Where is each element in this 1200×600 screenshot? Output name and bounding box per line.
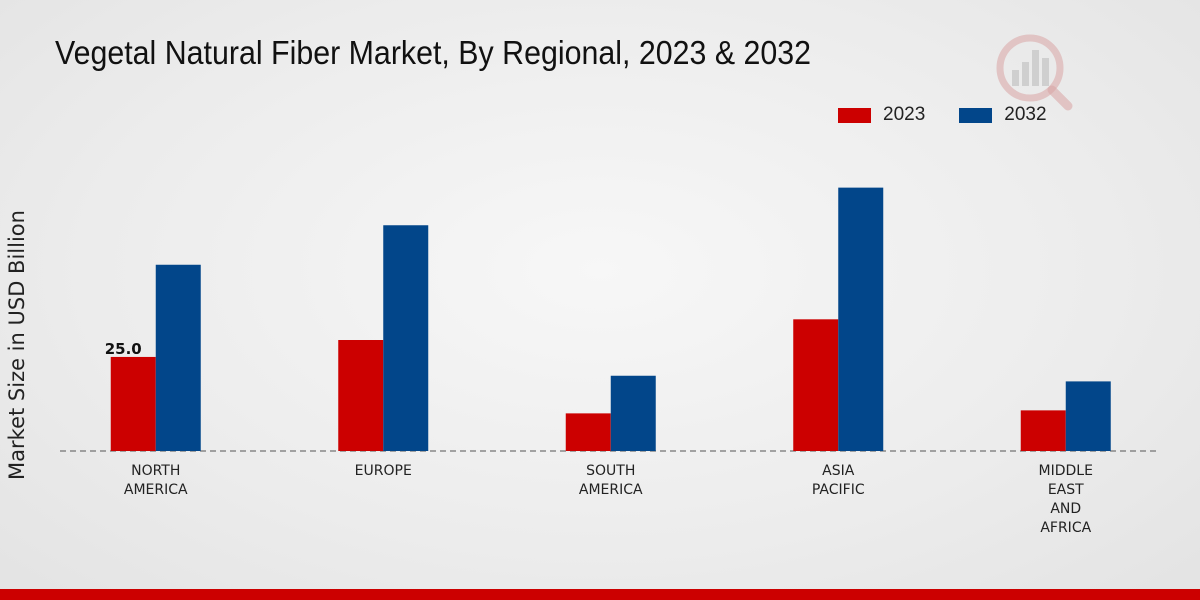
x-tick-label: ASIA PACIFIC bbox=[812, 463, 865, 498]
bar-2023-europe[interactable] bbox=[338, 340, 384, 451]
x-tick-label: SOUTH AMERICA bbox=[579, 463, 643, 498]
x-tick-label: MIDDLE EAST AND AFRICA bbox=[1039, 463, 1093, 536]
bar-2032-europe[interactable] bbox=[383, 225, 429, 451]
x-tick-label: NORTH AMERICA bbox=[124, 463, 188, 498]
bar-2032-north-america[interactable] bbox=[155, 264, 201, 451]
chart-title: Vegetal Natural Fiber Market, By Regiona… bbox=[55, 34, 812, 71]
bar-2032-middle-east-and-africa[interactable] bbox=[1065, 381, 1111, 451]
watermark-chart-logo-icon bbox=[996, 34, 1073, 111]
bar-2023-south-america[interactable] bbox=[565, 413, 611, 451]
data-label: 25.0 bbox=[105, 340, 142, 358]
legend-label-2023: 2023 bbox=[883, 104, 926, 125]
bottom-accent-bar bbox=[0, 589, 1200, 600]
legend-swatch-2023 bbox=[838, 107, 871, 123]
legend-item-2032[interactable]: 2032 bbox=[959, 104, 1047, 126]
legend-swatch-2032 bbox=[959, 107, 993, 123]
bar-2023-north-america[interactable] bbox=[110, 356, 156, 451]
bar-2023-asia-pacific[interactable] bbox=[793, 319, 839, 451]
legend: 2023 2032 bbox=[838, 104, 1081, 126]
legend-item-2023[interactable]: 2023 bbox=[838, 104, 925, 126]
x-tick-label: EUROPE bbox=[355, 463, 412, 479]
legend-label-2032: 2032 bbox=[1004, 104, 1047, 125]
bar-2032-asia-pacific[interactable] bbox=[838, 187, 884, 451]
bar-2032-south-america[interactable] bbox=[610, 375, 656, 451]
bar-2023-middle-east-and-africa[interactable] bbox=[1020, 410, 1066, 451]
